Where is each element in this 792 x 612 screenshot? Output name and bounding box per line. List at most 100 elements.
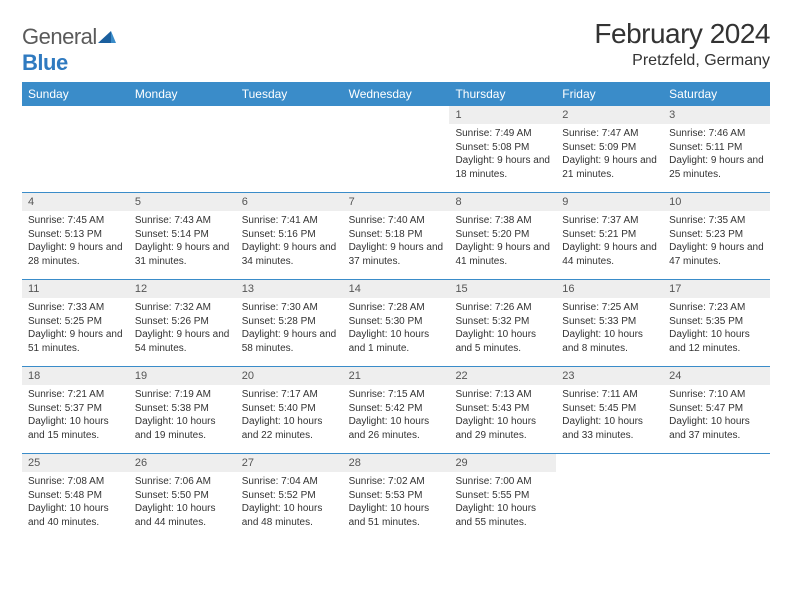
day-details: Sunrise: 7:43 AMSunset: 5:14 PMDaylight:… <box>129 211 236 272</box>
sunset-text: Sunset: 5:52 PM <box>242 489 337 503</box>
day-details: Sunrise: 7:35 AMSunset: 5:23 PMDaylight:… <box>663 211 770 272</box>
day-details: Sunrise: 7:45 AMSunset: 5:13 PMDaylight:… <box>22 211 129 272</box>
brand-name: GeneralBlue <box>22 24 116 76</box>
calendar-day: 1Sunrise: 7:49 AMSunset: 5:08 PMDaylight… <box>449 106 556 192</box>
sunrise-text: Sunrise: 7:30 AM <box>242 301 337 315</box>
page-header: GeneralBlue February 2024 Pretzfeld, Ger… <box>22 18 770 76</box>
daylight-text: Daylight: 10 hours and 55 minutes. <box>455 502 550 529</box>
day-details: Sunrise: 7:38 AMSunset: 5:20 PMDaylight:… <box>449 211 556 272</box>
calendar-day: 18Sunrise: 7:21 AMSunset: 5:37 PMDayligh… <box>22 367 129 453</box>
calendar-day: 7Sunrise: 7:40 AMSunset: 5:18 PMDaylight… <box>343 193 450 279</box>
sunset-text: Sunset: 5:53 PM <box>349 489 444 503</box>
day-details: Sunrise: 7:04 AMSunset: 5:52 PMDaylight:… <box>236 472 343 533</box>
sunset-text: Sunset: 5:25 PM <box>28 315 123 329</box>
day-number: 16 <box>556 280 663 298</box>
day-details: Sunrise: 7:06 AMSunset: 5:50 PMDaylight:… <box>129 472 236 533</box>
sunrise-text: Sunrise: 7:26 AM <box>455 301 550 315</box>
sail-icon <box>98 24 116 50</box>
daylight-text: Daylight: 10 hours and 12 minutes. <box>669 328 764 355</box>
calendar-day <box>236 106 343 192</box>
calendar-day: 5Sunrise: 7:43 AMSunset: 5:14 PMDaylight… <box>129 193 236 279</box>
sunrise-text: Sunrise: 7:00 AM <box>455 475 550 489</box>
dow-monday: Monday <box>129 82 236 106</box>
sunset-text: Sunset: 5:11 PM <box>669 141 764 155</box>
sunset-text: Sunset: 5:33 PM <box>562 315 657 329</box>
day-number: 5 <box>129 193 236 211</box>
calendar-day <box>663 454 770 540</box>
sunset-text: Sunset: 5:28 PM <box>242 315 337 329</box>
dow-thursday: Thursday <box>449 82 556 106</box>
calendar-day: 28Sunrise: 7:02 AMSunset: 5:53 PMDayligh… <box>343 454 450 540</box>
sunset-text: Sunset: 5:32 PM <box>455 315 550 329</box>
calendar-grid: Sunday Monday Tuesday Wednesday Thursday… <box>22 82 770 540</box>
sunrise-text: Sunrise: 7:40 AM <box>349 214 444 228</box>
calendar-day <box>22 106 129 192</box>
day-number: 3 <box>663 106 770 124</box>
calendar-day: 2Sunrise: 7:47 AMSunset: 5:09 PMDaylight… <box>556 106 663 192</box>
day-details: Sunrise: 7:08 AMSunset: 5:48 PMDaylight:… <box>22 472 129 533</box>
day-number: 27 <box>236 454 343 472</box>
sunset-text: Sunset: 5:43 PM <box>455 402 550 416</box>
day-details: Sunrise: 7:32 AMSunset: 5:26 PMDaylight:… <box>129 298 236 359</box>
sunset-text: Sunset: 5:50 PM <box>135 489 230 503</box>
daylight-text: Daylight: 10 hours and 51 minutes. <box>349 502 444 529</box>
sunrise-text: Sunrise: 7:23 AM <box>669 301 764 315</box>
day-details: Sunrise: 7:46 AMSunset: 5:11 PMDaylight:… <box>663 124 770 185</box>
day-of-week-header: Sunday Monday Tuesday Wednesday Thursday… <box>22 82 770 106</box>
daylight-text: Daylight: 9 hours and 58 minutes. <box>242 328 337 355</box>
day-details: Sunrise: 7:33 AMSunset: 5:25 PMDaylight:… <box>22 298 129 359</box>
sunset-text: Sunset: 5:55 PM <box>455 489 550 503</box>
sunset-text: Sunset: 5:08 PM <box>455 141 550 155</box>
calendar-week: 1Sunrise: 7:49 AMSunset: 5:08 PMDaylight… <box>22 106 770 192</box>
calendar-day: 25Sunrise: 7:08 AMSunset: 5:48 PMDayligh… <box>22 454 129 540</box>
calendar-week: 4Sunrise: 7:45 AMSunset: 5:13 PMDaylight… <box>22 192 770 279</box>
sunset-text: Sunset: 5:47 PM <box>669 402 764 416</box>
day-number: 7 <box>343 193 450 211</box>
sunset-text: Sunset: 5:35 PM <box>669 315 764 329</box>
daylight-text: Daylight: 10 hours and 40 minutes. <box>28 502 123 529</box>
title-block: February 2024 Pretzfeld, Germany <box>594 18 770 70</box>
daylight-text: Daylight: 9 hours and 25 minutes. <box>669 154 764 181</box>
calendar-day: 27Sunrise: 7:04 AMSunset: 5:52 PMDayligh… <box>236 454 343 540</box>
sunrise-text: Sunrise: 7:45 AM <box>28 214 123 228</box>
sunrise-text: Sunrise: 7:17 AM <box>242 388 337 402</box>
day-number: 29 <box>449 454 556 472</box>
day-details: Sunrise: 7:41 AMSunset: 5:16 PMDaylight:… <box>236 211 343 272</box>
sunset-text: Sunset: 5:14 PM <box>135 228 230 242</box>
day-details: Sunrise: 7:02 AMSunset: 5:53 PMDaylight:… <box>343 472 450 533</box>
daylight-text: Daylight: 9 hours and 41 minutes. <box>455 241 550 268</box>
sunrise-text: Sunrise: 7:19 AM <box>135 388 230 402</box>
sunset-text: Sunset: 5:30 PM <box>349 315 444 329</box>
day-number: 23 <box>556 367 663 385</box>
day-details: Sunrise: 7:10 AMSunset: 5:47 PMDaylight:… <box>663 385 770 446</box>
sunrise-text: Sunrise: 7:41 AM <box>242 214 337 228</box>
calendar-day: 16Sunrise: 7:25 AMSunset: 5:33 PMDayligh… <box>556 280 663 366</box>
calendar-day: 24Sunrise: 7:10 AMSunset: 5:47 PMDayligh… <box>663 367 770 453</box>
sunset-text: Sunset: 5:21 PM <box>562 228 657 242</box>
calendar-day: 20Sunrise: 7:17 AMSunset: 5:40 PMDayligh… <box>236 367 343 453</box>
day-number: 18 <box>22 367 129 385</box>
sunrise-text: Sunrise: 7:06 AM <box>135 475 230 489</box>
day-number: 13 <box>236 280 343 298</box>
day-number: 14 <box>343 280 450 298</box>
sunrise-text: Sunrise: 7:21 AM <box>28 388 123 402</box>
day-number: 19 <box>129 367 236 385</box>
day-details: Sunrise: 7:17 AMSunset: 5:40 PMDaylight:… <box>236 385 343 446</box>
daylight-text: Daylight: 10 hours and 5 minutes. <box>455 328 550 355</box>
daylight-text: Daylight: 10 hours and 22 minutes. <box>242 415 337 442</box>
day-number: 9 <box>556 193 663 211</box>
day-number: 22 <box>449 367 556 385</box>
calendar-day: 4Sunrise: 7:45 AMSunset: 5:13 PMDaylight… <box>22 193 129 279</box>
day-number: 21 <box>343 367 450 385</box>
calendar-day: 6Sunrise: 7:41 AMSunset: 5:16 PMDaylight… <box>236 193 343 279</box>
sunset-text: Sunset: 5:13 PM <box>28 228 123 242</box>
day-details: Sunrise: 7:11 AMSunset: 5:45 PMDaylight:… <box>556 385 663 446</box>
day-number: 28 <box>343 454 450 472</box>
calendar-week: 11Sunrise: 7:33 AMSunset: 5:25 PMDayligh… <box>22 279 770 366</box>
daylight-text: Daylight: 10 hours and 29 minutes. <box>455 415 550 442</box>
day-details: Sunrise: 7:40 AMSunset: 5:18 PMDaylight:… <box>343 211 450 272</box>
day-number: 24 <box>663 367 770 385</box>
calendar-day: 10Sunrise: 7:35 AMSunset: 5:23 PMDayligh… <box>663 193 770 279</box>
sunset-text: Sunset: 5:09 PM <box>562 141 657 155</box>
day-details: Sunrise: 7:00 AMSunset: 5:55 PMDaylight:… <box>449 472 556 533</box>
